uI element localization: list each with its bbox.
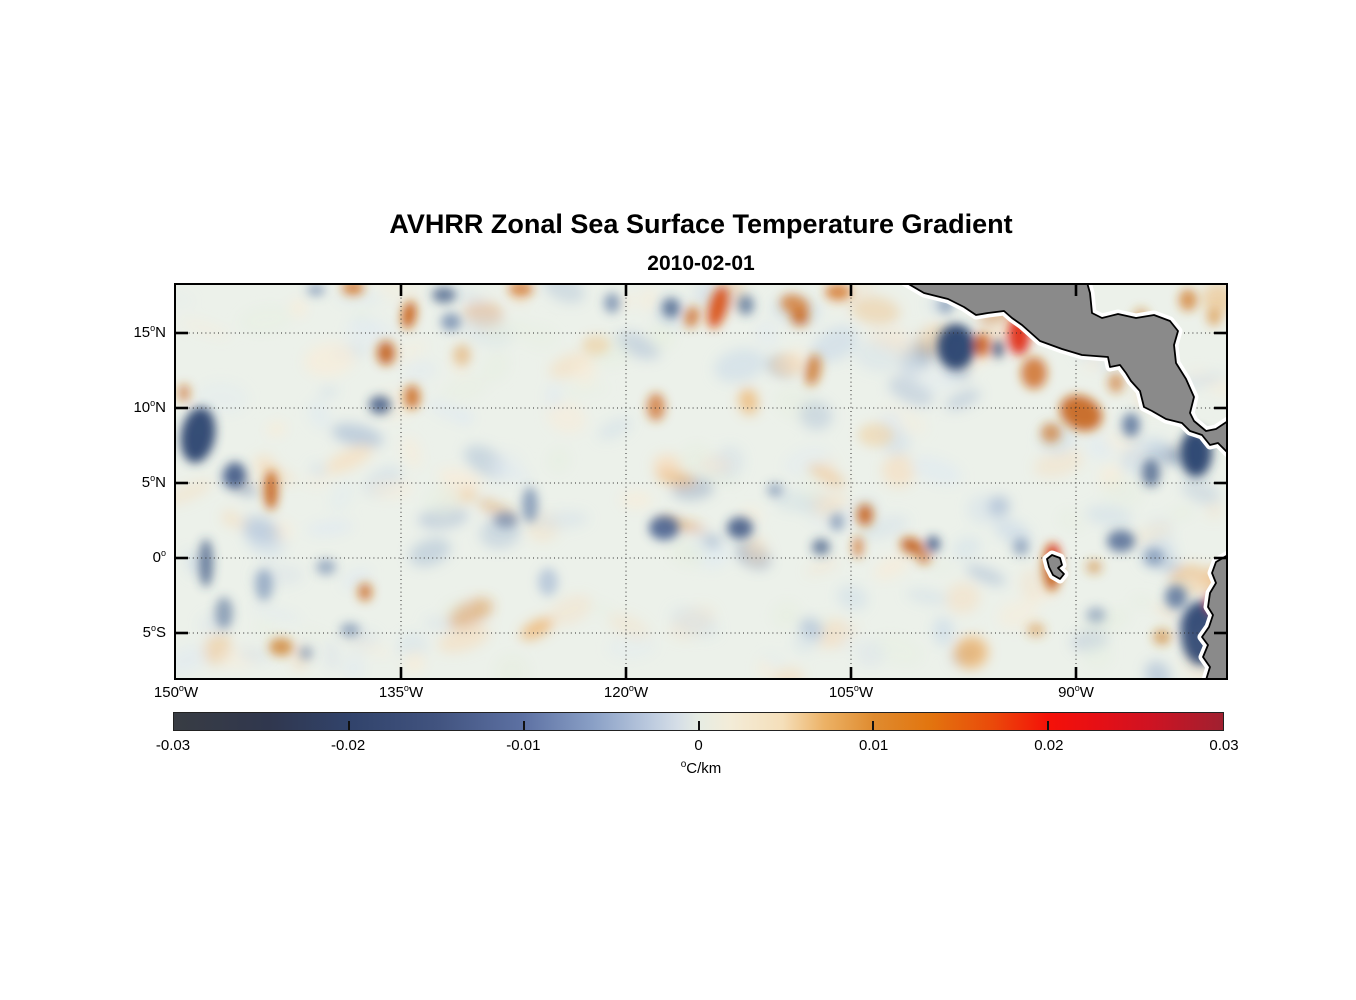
tick-dir: N: [155, 324, 166, 341]
mexico-central-america: [908, 285, 1226, 453]
galapagos-islands: [1046, 554, 1065, 580]
tick-num: 150: [153, 684, 179, 701]
colorbar-tick-label: 0.03: [1209, 737, 1239, 754]
x-tick-label: 105oW: [816, 683, 886, 702]
colorbar-tick-label: -0.01: [506, 737, 541, 754]
colorbar-tick-label: -0.03: [155, 737, 191, 754]
y-tick-label: 15oN: [94, 323, 166, 343]
tick-num: 0: [152, 549, 161, 566]
longitude-axis: 150oW 135oW 120oW 105oW 90oW: [154, 683, 1226, 708]
tick-dir: N: [155, 474, 166, 491]
colorbar-tick: [1047, 721, 1050, 730]
land-masses: [901, 285, 1226, 678]
y-tick-label: 5oN: [94, 473, 166, 493]
degree-sign: o: [150, 398, 156, 408]
colorbar-tick-label: 0: [694, 737, 703, 754]
tick-num: 5: [141, 474, 151, 491]
degree-sign: o: [150, 623, 156, 633]
degree-sign: o: [628, 683, 634, 693]
colorbar-labels: -0.03 -0.02 -0.01 0 0.01 0.02 0.03: [156, 737, 1239, 757]
latitude-axis: 15oN 10oN 5oN 0o 5oS: [94, 285, 166, 678]
y-tick-label: 10oN: [94, 398, 166, 418]
tick-num: 135: [378, 684, 404, 701]
colorbar-tick: [697, 721, 700, 730]
tick-dir: W: [408, 684, 424, 701]
degree-sign: o: [403, 683, 409, 693]
y-tick-label: 0o: [94, 548, 166, 568]
sst-gradient-field: [176, 285, 1226, 678]
chart-date: 2010-02-01: [647, 252, 755, 275]
chart-title: AVHRR Zonal Sea Surface Temperature Grad…: [389, 209, 1013, 239]
map-plot-area: [174, 283, 1228, 680]
tick-num: 105: [828, 684, 854, 701]
x-tick-label: 150oW: [141, 683, 211, 702]
tick-num: 15: [133, 324, 151, 341]
tick-dir: S: [155, 624, 166, 641]
colorbar-tick-label: 0.01: [859, 737, 889, 754]
unit-text: C/km: [686, 760, 722, 777]
colorbar-tick-label: -0.02: [331, 737, 366, 754]
axis-ticks: [176, 285, 1226, 678]
colorbar-tick: [347, 721, 350, 730]
colorbar-tick-label: 0.02: [1034, 737, 1064, 754]
feature-layer: [178, 285, 1221, 665]
tick-dir: W: [633, 684, 649, 701]
degree-sign: o: [178, 683, 184, 693]
degree-sign: o: [150, 323, 156, 333]
tick-num: 120: [603, 684, 629, 701]
degree-sign: o: [1074, 683, 1080, 693]
degree-sign: o: [853, 683, 859, 693]
degree-sign: o: [150, 473, 156, 483]
tick-num: 5: [142, 624, 151, 641]
south-america: [1201, 555, 1226, 678]
tick-dir: W: [858, 684, 874, 701]
colorbar: [173, 712, 1224, 731]
tick-num: 10: [133, 399, 151, 416]
tick-dir: W: [183, 684, 199, 701]
y-tick-label: 5oS: [94, 623, 166, 643]
tick-dir: W: [1079, 684, 1094, 701]
x-tick-label: 120oW: [591, 683, 661, 702]
x-tick-label: 90oW: [1041, 683, 1111, 702]
colorbar-tick: [522, 721, 525, 730]
colorbar-unit-label: oC/km: [176, 759, 1226, 778]
tick-dir: N: [155, 399, 166, 416]
colorbar-tick: [872, 721, 875, 730]
degree-sign: o: [160, 548, 166, 558]
x-tick-label: 135oW: [366, 683, 436, 702]
tick-num: 90: [1058, 684, 1075, 701]
degree-sign: o: [680, 759, 687, 770]
gridlines: [176, 285, 1226, 678]
